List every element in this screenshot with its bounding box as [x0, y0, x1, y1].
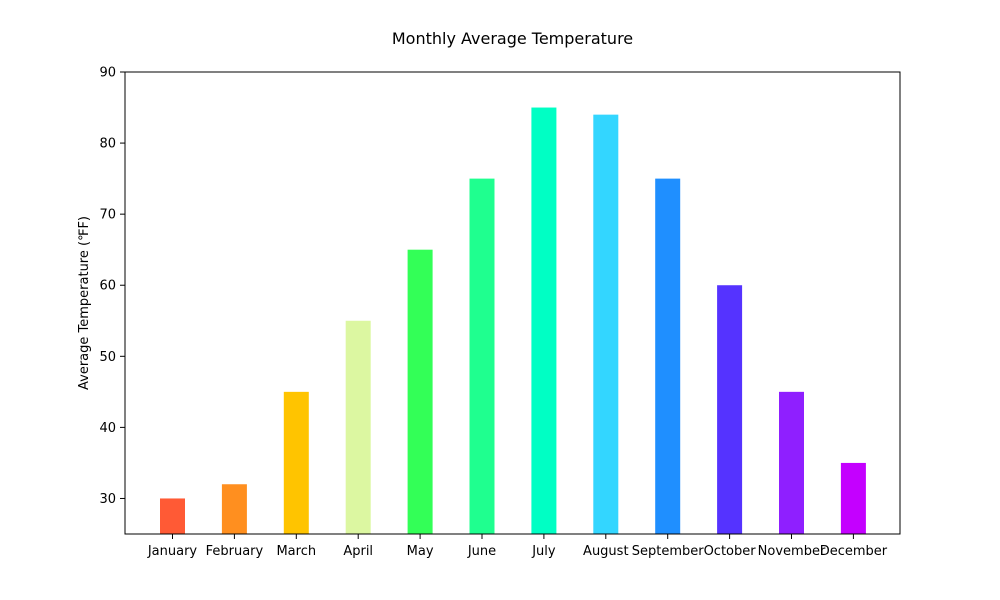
bar-november	[779, 391, 804, 534]
x-tick-label-november: November	[758, 544, 826, 559]
x-tick-label-october: October	[704, 544, 757, 559]
x-tick-label-may: May	[407, 544, 434, 559]
y-tick-label: 90	[99, 66, 116, 81]
x-tick-label-august: August	[583, 544, 629, 559]
y-tick-label: 70	[99, 208, 116, 223]
bar-august	[593, 114, 619, 535]
x-tick-label-march: March	[276, 544, 316, 559]
x-tick-label-april: April	[343, 544, 373, 559]
bar-july	[531, 107, 557, 535]
y-tick-label: 60	[99, 279, 116, 294]
bar-april	[345, 320, 371, 534]
x-tick-label-january: January	[147, 544, 198, 559]
x-tick-label-july: July	[531, 544, 556, 559]
bar-june	[469, 178, 495, 534]
bar-february	[221, 484, 247, 534]
x-tick-label-september: September	[632, 544, 705, 559]
x-tick-label-june: June	[467, 544, 496, 559]
bar-september	[655, 178, 681, 534]
ticks-group: 30 40 50 60 70 80 90 January February March April M…	[99, 66, 887, 560]
bar-october	[717, 285, 743, 534]
bar-may	[407, 249, 433, 534]
chart-title: Monthly Average Temperature	[392, 29, 633, 48]
plot-frame	[124, 71, 901, 535]
bar-december	[840, 462, 866, 534]
x-tick-label-december: December	[820, 544, 888, 559]
bar-january	[160, 498, 185, 534]
y-axis-label: Average Temperature (℉F)	[77, 216, 92, 390]
y-tick-label: 50	[99, 350, 116, 365]
bars-group	[160, 107, 866, 535]
y-tick-label: 30	[99, 492, 116, 507]
bar-march	[283, 391, 309, 534]
y-tick-label: 80	[99, 137, 116, 152]
y-tick-label: 40	[99, 421, 116, 436]
x-tick-label-february: February	[206, 544, 264, 559]
